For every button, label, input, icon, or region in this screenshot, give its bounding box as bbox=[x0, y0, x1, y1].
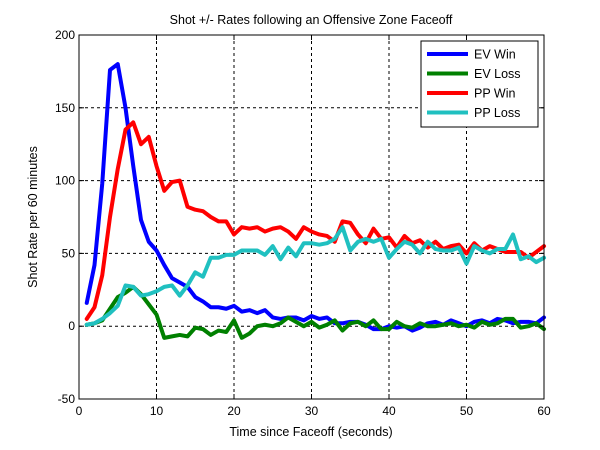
legend-entry-label: EV Win bbox=[474, 48, 516, 62]
x-tick-label: 30 bbox=[305, 404, 319, 418]
y-tick-label: -50 bbox=[58, 392, 76, 406]
x-tick-label: 50 bbox=[460, 404, 474, 418]
series-layer bbox=[84, 62, 546, 340]
x-tick-label: 40 bbox=[382, 404, 396, 418]
series-line-ev-loss bbox=[84, 284, 546, 340]
y-tick-label: 150 bbox=[55, 101, 75, 115]
x-tick-label: 10 bbox=[150, 404, 164, 418]
y-tick-label: 200 bbox=[55, 28, 75, 42]
x-tick-label: 0 bbox=[76, 404, 83, 418]
legend-entry-label: EV Loss bbox=[474, 67, 521, 81]
y-tick-label: 0 bbox=[68, 319, 75, 333]
y-axis-label: Shot Rate per 60 minutes bbox=[26, 146, 40, 288]
series-line-pp-loss bbox=[84, 225, 546, 327]
series-line-pp-win bbox=[84, 120, 546, 321]
legend-entry-label: PP Win bbox=[474, 87, 515, 101]
x-axis-label: Time since Faceoff (seconds) bbox=[229, 425, 392, 439]
legend-entry-label: PP Loss bbox=[474, 106, 520, 120]
x-tick-label: 20 bbox=[227, 404, 241, 418]
chart-title: Shot +/- Rates following an Offensive Zo… bbox=[170, 13, 453, 27]
y-tick-label: 50 bbox=[62, 246, 76, 260]
y-tick-label: 100 bbox=[55, 174, 75, 188]
legend: EV Win EV Loss PP Win PP Loss bbox=[420, 40, 539, 128]
x-tick-label: 60 bbox=[537, 404, 551, 418]
